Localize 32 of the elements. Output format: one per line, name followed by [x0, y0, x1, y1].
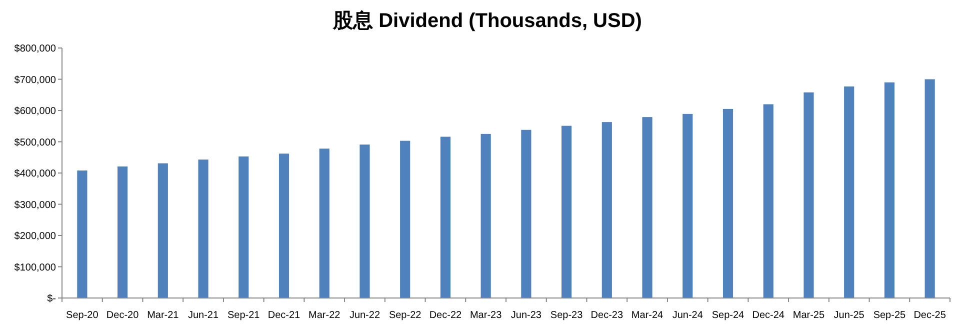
- y-tick-label: $500,000: [14, 137, 56, 148]
- x-tick-label: Sep-22: [388, 310, 422, 321]
- x-tick-label: Dec-21: [268, 310, 301, 321]
- x-tick-label: Dec-23: [590, 310, 624, 321]
- x-tick-label: Mar-25: [792, 310, 825, 321]
- x-tick-label: Sep-24: [712, 310, 745, 321]
- y-tick-label: $-: [47, 294, 56, 304]
- x-tick-label: Dec-25: [914, 310, 946, 321]
- x-tick-label: Dec-22: [429, 310, 462, 321]
- y-tick-label: $300,000: [14, 200, 56, 211]
- x-tick-label: Sep-20: [66, 310, 99, 321]
- x-tick-label: Jun-23: [510, 310, 542, 321]
- x-tick-label: Dec-24: [752, 310, 785, 321]
- y-tick-label: $100,000: [14, 262, 56, 274]
- x-tick-label: Sep-21: [228, 310, 260, 321]
- x-tick-label: Sep-25: [873, 310, 906, 321]
- x-tick-label: Jun-22: [349, 310, 380, 321]
- y-tick-label: $400,000: [14, 168, 56, 180]
- x-tick-label: Mar-21: [147, 310, 180, 321]
- y-tick-label: $600,000: [14, 106, 56, 117]
- y-tick-label: $200,000: [14, 231, 56, 242]
- x-tick-label: Mar-23: [470, 310, 502, 321]
- x-tick-label: Mar-24: [631, 310, 664, 321]
- title: 股息 Dividend (Thousands, USD): [333, 10, 642, 32]
- x-tick-label: Jun-24: [672, 310, 704, 321]
- x-tick-label: Mar-22: [308, 310, 341, 321]
- x-tick-label: Sep-23: [550, 310, 584, 321]
- x-tick-label: Dec-20: [106, 310, 140, 321]
- y-tick-label: $800,000: [14, 44, 56, 54]
- y-tick-label: $700,000: [14, 74, 56, 86]
- x-tick-label: Jun-25: [834, 310, 865, 321]
- x-tick-label: Jun-21: [188, 310, 219, 321]
